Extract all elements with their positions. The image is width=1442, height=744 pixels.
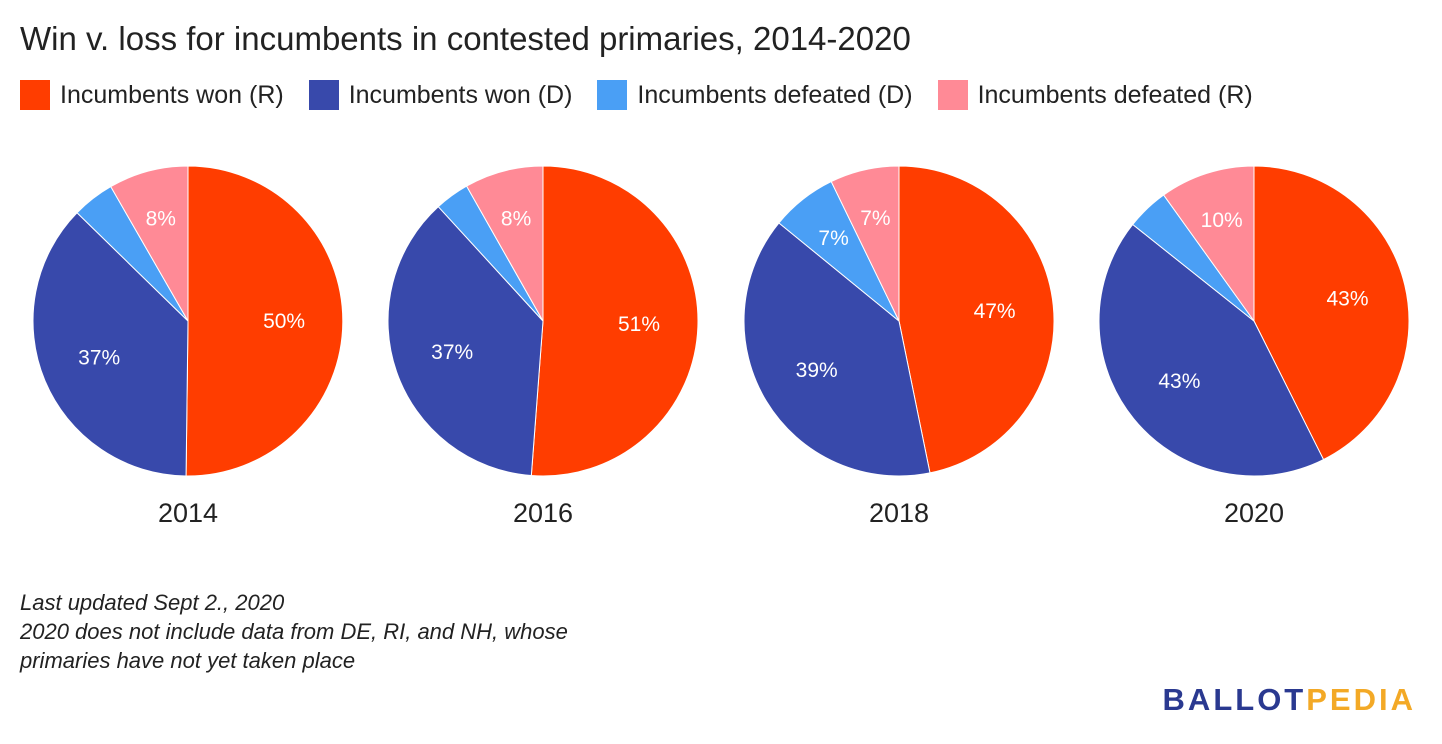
chart-title: Win v. loss for incumbents in contested …	[20, 20, 911, 57]
slice-won-d	[743, 222, 931, 477]
ballotpedia-logo: BALLOTPEDIA	[1163, 682, 1416, 718]
slice-value-label: 43%	[1158, 370, 1200, 393]
slice-defeated-r	[830, 165, 900, 322]
slice-won-d	[32, 212, 189, 477]
legend-item-defeated-r: Incumbents defeated (R)	[937, 80, 1253, 110]
year-label: 2016	[513, 498, 573, 528]
slice-defeated-r	[1162, 165, 1255, 323]
legend-swatch	[308, 80, 339, 110]
legend-swatch	[597, 80, 628, 110]
year-label: 2020	[1224, 498, 1284, 528]
footnotes: Last updated Sept 2., 2020 2020 does not…	[20, 588, 568, 675]
slice-value-label: 43%	[1326, 287, 1368, 310]
slice-value-label: 10%	[1201, 209, 1243, 232]
legend-swatch	[937, 80, 968, 110]
pie-chart-2018: 47% 39% 7% 7% 2018	[743, 165, 1055, 528]
slice-value-label: 7%	[860, 207, 890, 230]
slice-won-d	[1098, 223, 1325, 477]
pie-chart-2020: 43% 43% 10% 2020	[1098, 165, 1410, 528]
slice-won-r	[185, 165, 344, 477]
legend-label: Incumbents defeated (R)	[977, 80, 1253, 109]
legend-swatch	[20, 80, 50, 110]
slice-defeated-r	[110, 165, 189, 323]
legend-item-won-r: Incumbents won (R)	[20, 80, 284, 110]
legend-label: Incumbents won (D)	[348, 80, 573, 109]
footnote-updated: Last updated Sept 2., 2020	[20, 590, 285, 615]
year-label: 2018	[869, 498, 929, 528]
slice-value-label: 7%	[818, 227, 848, 250]
legend-label: Incumbents won (R)	[60, 80, 284, 109]
slice-value-label: 8%	[501, 208, 531, 231]
slice-value-label: 50%	[263, 310, 305, 333]
slice-won-r	[530, 165, 699, 477]
slice-value-label: 47%	[974, 300, 1016, 323]
slice-won-r	[1253, 165, 1410, 461]
legend-item-defeated-d: Incumbents defeated (D)	[597, 80, 913, 110]
legend: Incumbents won (R) Incumbents won (D) In…	[20, 80, 1278, 110]
slice-value-label: 37%	[431, 341, 473, 364]
slice-value-label: 8%	[146, 208, 176, 231]
pie-chart-2016: 51% 37% 8% 2016	[387, 165, 699, 528]
footnote-line-2: 2020 does not include data from DE, RI, …	[20, 619, 568, 644]
pie-chart-2014: 50% 37% 8% 2014	[32, 165, 344, 528]
pie-charts: 50% 37% 8% 2014 51% 37% 8% 2016 47% 39% 7% 7% 2018 43…	[32, 165, 1410, 528]
logo-part-pedia: PEDIA	[1306, 682, 1416, 717]
slice-value-label: 37%	[78, 346, 120, 369]
slice-defeated-r	[465, 165, 544, 323]
footnote-line-3: primaries have not yet taken place	[20, 648, 356, 673]
slice-value-label: 39%	[796, 359, 838, 382]
logo-part-ballot: BALLOT	[1162, 682, 1307, 717]
year-label: 2014	[158, 498, 218, 528]
legend-label: Incumbents defeated (D)	[637, 80, 913, 109]
slice-value-label: 51%	[618, 313, 660, 336]
legend-item-won-d: Incumbents won (D)	[308, 80, 573, 110]
slice-won-r	[898, 165, 1055, 474]
slice-won-d	[387, 205, 544, 477]
